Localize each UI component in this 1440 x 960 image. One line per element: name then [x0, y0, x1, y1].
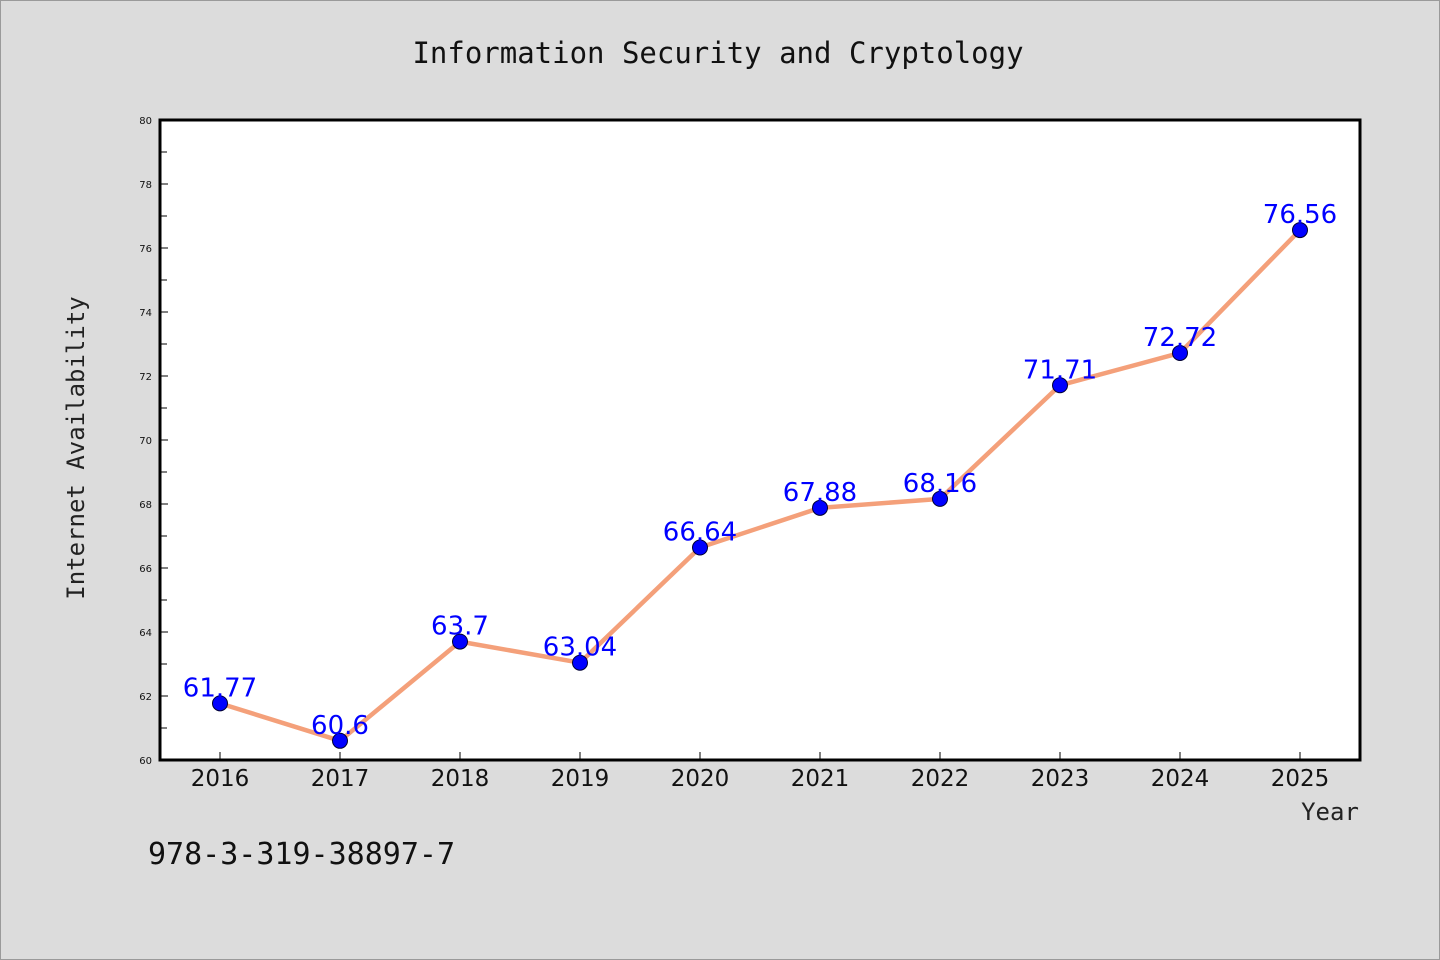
y-tick-label: 80 [139, 116, 152, 127]
y-tick-label: 72 [139, 372, 152, 383]
x-axis-label: Year [1301, 798, 1359, 826]
data-point [1292, 222, 1308, 239]
chart-title: Information Security and Cryptology [412, 36, 1023, 70]
y-tick-label: 70 [139, 436, 152, 447]
data-label: 63.04 [543, 633, 617, 663]
data-label: 71.71 [1023, 355, 1097, 385]
y-tick-label: 62 [139, 692, 152, 703]
y-tick-label: 66 [139, 564, 152, 575]
plot-area [160, 120, 1360, 760]
x-tick-label: 2023 [1031, 766, 1090, 792]
series-line [219, 228, 1302, 744]
data-label: 67.88 [783, 478, 857, 508]
data-label: 72.72 [1143, 323, 1217, 353]
plot-frame [158, 118, 1362, 762]
y-tick-label: 68 [139, 500, 152, 511]
data-label: 66.64 [663, 518, 737, 548]
y-tick-label: 64 [139, 628, 152, 639]
x-tick-label: 2021 [791, 766, 850, 792]
data-point [812, 499, 828, 516]
isbn-text: 978-3-319-38897-7 [148, 837, 455, 872]
y-tick-label: 76 [139, 244, 152, 255]
data-label: 68.16 [903, 469, 977, 499]
data-point [452, 633, 468, 650]
x-tick-label: 2025 [1271, 766, 1330, 792]
data-point [932, 490, 948, 507]
data-point [692, 539, 708, 556]
data-point [572, 654, 588, 671]
x-axis: 2016 2017 2018 2019 2020 2021 2022 2023 2024 2025 [191, 752, 1330, 792]
x-tick-label: 2024 [1151, 766, 1210, 792]
x-tick-label: 2019 [551, 766, 610, 792]
x-tick-label: 2022 [911, 766, 970, 792]
x-tick-label: 2017 [311, 766, 370, 792]
data-label: 76.56 [1263, 200, 1337, 230]
y-tick-label: 74 [139, 308, 152, 319]
data-markers [212, 222, 1308, 749]
data-point [1052, 377, 1068, 394]
data-label: 61.77 [183, 673, 257, 703]
y-tick-label: 60 [139, 756, 152, 767]
x-tick-label: 2016 [191, 766, 250, 792]
data-point [332, 732, 348, 749]
data-label: 63.7 [431, 612, 489, 642]
data-point [1172, 344, 1188, 361]
data-point [212, 695, 228, 712]
y-tick-label: 78 [139, 180, 152, 191]
y-axis-label: Internet Availability [62, 296, 90, 599]
data-labels: 61.77 60.6 63.7 63.04 66.64 67.88 68.16 71.71 72… [183, 200, 1337, 741]
y-axis: 60 62 64 66 68 70 72 74 76 78 80 [139, 116, 168, 767]
x-tick-label: 2018 [431, 766, 490, 792]
x-tick-label: 2020 [671, 766, 730, 792]
data-label: 60.6 [311, 711, 369, 741]
